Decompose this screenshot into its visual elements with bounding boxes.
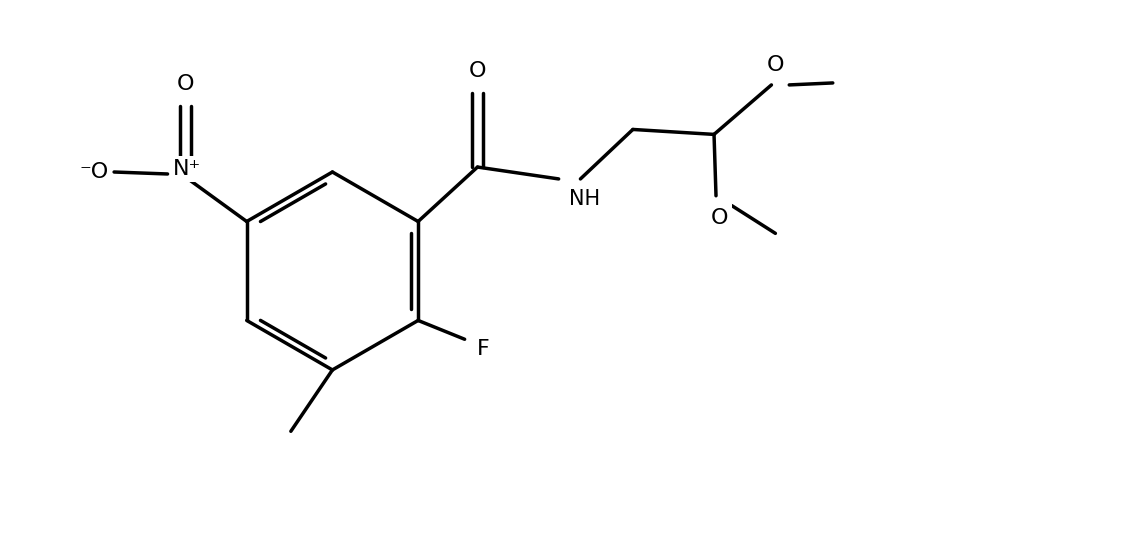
Text: O: O [711, 207, 729, 227]
Text: O: O [177, 74, 194, 94]
Text: O: O [766, 55, 784, 75]
Text: O: O [469, 61, 486, 81]
Text: F: F [477, 339, 490, 359]
Text: N⁺: N⁺ [174, 159, 202, 179]
Text: ⁻O: ⁻O [80, 162, 109, 182]
Text: NH: NH [568, 189, 600, 209]
